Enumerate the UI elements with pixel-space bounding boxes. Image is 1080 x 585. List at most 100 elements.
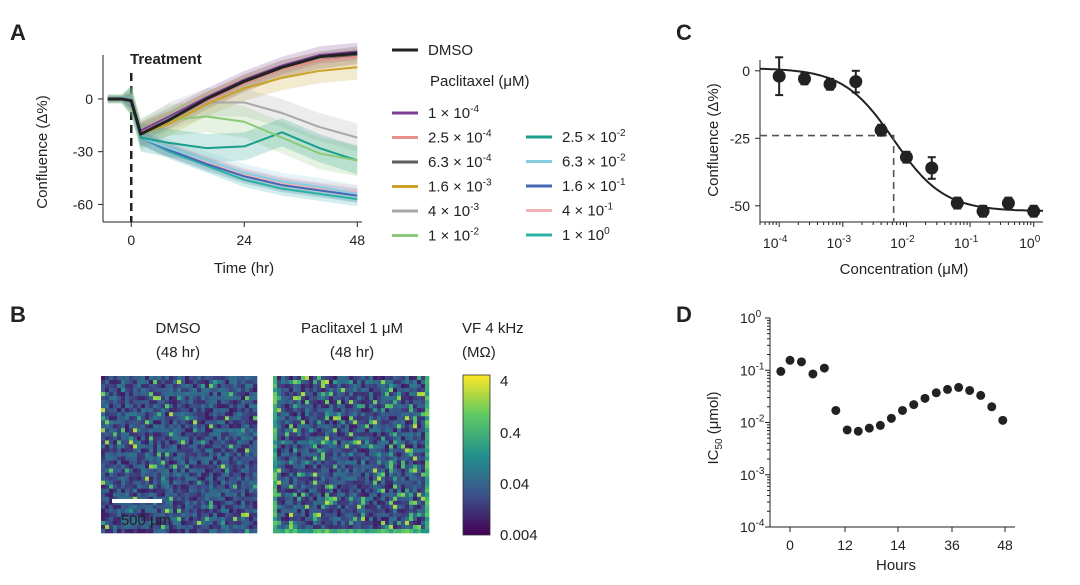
panel-a-x-axis-label: Time (hr)	[214, 260, 274, 277]
panel-c-y-tick-label: 0	[742, 63, 750, 79]
map-paclitaxel	[273, 376, 430, 534]
confluence-time-chart: Treatment Confluence (Δ%) Time (hr) Pacl…	[34, 42, 626, 277]
legend-label: 6.3 × 10-4	[428, 153, 492, 171]
data-point	[976, 204, 990, 218]
resistance-maps: DMSO (48 hr) Paclitaxel 1 μM (48 hr) VF …	[101, 320, 538, 544]
panel-a-x-tick-label: 0	[127, 232, 135, 248]
map-paclitaxel-subtitle: (48 hr)	[330, 344, 374, 361]
fit-curve	[759, 67, 1043, 212]
data-point	[950, 196, 964, 210]
panel-d-x-tick-label: 0	[786, 537, 794, 553]
map-paclitaxel-title: Paclitaxel 1 μM	[301, 320, 403, 337]
panel-c-y-tick-label: -25	[730, 130, 750, 146]
series-band	[107, 86, 358, 152]
data-point	[785, 355, 795, 365]
panel-d-y-tick-label: 10-2	[740, 414, 765, 431]
panel-label-b: B	[10, 302, 26, 327]
data-point	[976, 390, 986, 400]
panel-d-y-tick-label: 10-1	[740, 361, 765, 378]
panel-d-y-axis-label: IC50 (μmol)	[705, 391, 725, 464]
data-point	[943, 384, 952, 394]
map-dmso	[101, 376, 258, 534]
data-point	[797, 72, 811, 86]
scale-bar-label: 500 μm	[121, 512, 171, 529]
panel-d-x-tick-label: 12	[837, 537, 853, 553]
panel-label-a: A	[10, 20, 26, 45]
panel-c-y-tick-label: -50	[730, 198, 750, 214]
panel-c-y-axis-label: Confluence (Δ%)	[705, 83, 722, 196]
legend-label: 4 × 10-3	[428, 202, 479, 220]
data-point	[987, 402, 997, 412]
colorbar-tick: 0.04	[500, 476, 529, 493]
data-point	[849, 75, 863, 89]
data-point	[909, 400, 919, 410]
legend-label: 1 × 10-4	[428, 104, 479, 122]
data-point	[831, 405, 841, 415]
panel-d-y-tick-label: 100	[740, 309, 762, 326]
panel-c-x-tick-label: 10-1	[954, 234, 979, 251]
panel-d-x-tick-label: 36	[944, 537, 960, 553]
series-band	[107, 84, 358, 177]
legend-label: 6.3 × 10-2	[562, 153, 626, 171]
series-line	[107, 51, 358, 136]
panel-a-x-tick-label: 24	[236, 232, 252, 248]
data-point	[808, 369, 818, 379]
data-point	[772, 69, 786, 83]
legend-label: 2.5 × 10-2	[562, 128, 626, 146]
data-point	[965, 385, 975, 395]
colorbar	[462, 374, 491, 536]
data-point	[853, 426, 863, 436]
panel-a-y-tick-label: -60	[73, 196, 93, 212]
data-point	[931, 388, 941, 398]
panel-a-y-tick-label: -30	[73, 144, 93, 160]
data-point	[1027, 204, 1041, 218]
legend-label: 2.5 × 10-4	[428, 129, 492, 147]
panel-a-y-axis-label: Confluence (Δ%)	[34, 95, 51, 208]
scale-bar: 500 μm	[112, 499, 171, 529]
panel-d-y-tick-label: 10-3	[740, 466, 765, 483]
data-point	[1001, 196, 1015, 210]
colorbar-title: VF 4 kHz	[462, 320, 524, 337]
data-point	[823, 77, 837, 91]
data-point	[925, 161, 939, 175]
legend-label: DMSO	[428, 42, 473, 59]
data-point	[875, 420, 885, 430]
legend-label: 1 × 100	[562, 226, 610, 244]
panel-a-y-tick-label: 0	[85, 91, 93, 107]
data-point	[874, 123, 888, 137]
panel-c-x-tick-label: 10-4	[763, 234, 788, 251]
treatment-annotation: Treatment	[130, 51, 202, 68]
series-band	[107, 91, 358, 203]
legend-label: 4 × 10-1	[562, 202, 613, 220]
legend-label: 1.6 × 10-3	[428, 178, 492, 196]
panel-c-x-axis-label: Concentration (μM)	[840, 261, 969, 278]
data-point	[864, 423, 874, 433]
data-point	[886, 413, 896, 423]
colorbar-unit: (MΩ)	[462, 344, 496, 361]
legend-title: Paclitaxel (μM)	[430, 73, 530, 90]
panel-c-x-tick-label: 100	[1019, 234, 1041, 251]
data-point	[899, 150, 913, 164]
data-point	[819, 363, 829, 373]
panel-d-x-axis-label: Hours	[876, 557, 916, 574]
map-dmso-title: DMSO	[156, 320, 201, 337]
legend-label: 1 × 10-2	[428, 227, 479, 245]
panel-d-y-tick-label: 10-4	[740, 518, 765, 535]
colorbar-tick: 0.4	[500, 425, 521, 442]
panel-label-d: D	[676, 302, 692, 327]
colorbar-tick: 0.004	[500, 527, 538, 544]
panel-a-x-tick-label: 48	[350, 232, 366, 248]
dose-response-chart: Confluence (Δ%) Concentration (μM) 0 -25 -…	[705, 56, 1043, 278]
panel-c-x-tick-label: 10-3	[827, 234, 852, 251]
data-point	[920, 393, 930, 403]
panel-c-x-tick-label: 10-2	[890, 234, 915, 251]
ic50-guide	[760, 134, 895, 222]
data-point	[898, 405, 907, 415]
panel-d-x-tick-label: 14	[890, 537, 906, 553]
data-point	[776, 366, 786, 376]
ic50-time-chart: Hours IC50 (μmol) 100 10-1 10-2 10-3 10-4 0 12…	[705, 309, 1015, 574]
data-point	[954, 382, 964, 392]
data-point	[842, 425, 852, 435]
panel-d-x-tick-label: 48	[997, 537, 1013, 553]
